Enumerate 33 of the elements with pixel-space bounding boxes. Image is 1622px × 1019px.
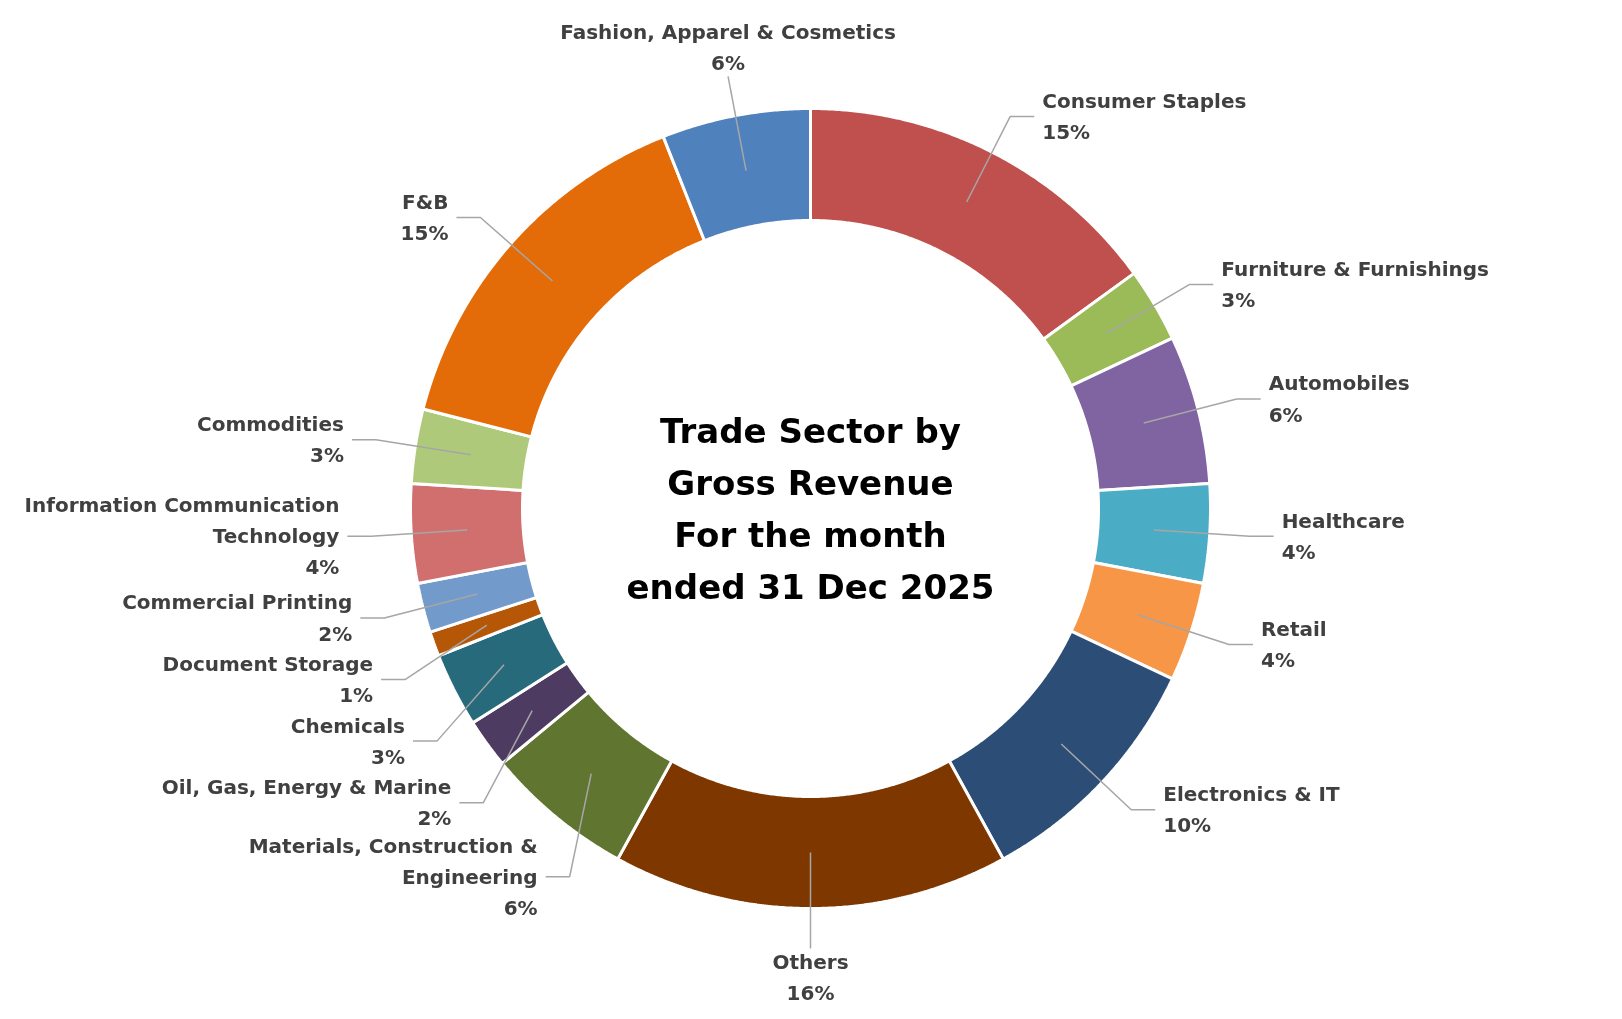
slice-label: Retail [1260,616,1327,641]
data-label: 6% [503,895,538,920]
data-label: 4% [305,555,340,580]
data-label: 16% [786,980,835,1005]
data-label: 1% [339,683,374,708]
slice-label: Consumer Staples [1042,88,1247,113]
data-label: 3% [371,744,406,769]
slice-label: Document Storage [162,651,374,676]
slice-label: Commodities [197,412,344,437]
text: Trade Sector by Gross Revenue For the month ended 31 Dec 2025 [626,410,995,607]
slice-label: Fashion, Apparel & Cosmetics [560,19,896,44]
data-label: 10% [1163,813,1212,838]
data-label: 2% [318,621,353,646]
data-label: 3% [1221,288,1256,313]
data-label: 6% [711,51,746,76]
data-label: 4% [1260,648,1295,673]
slice-label: Furniture & Furnishings [1221,256,1490,281]
slice-label: Information Communication Technology [24,492,340,549]
data-label: 3% [309,443,344,468]
data-label: 4% [1281,539,1316,564]
data-label: 2% [417,806,452,831]
data-label: 15% [1042,120,1091,145]
data-label: 15% [400,221,449,246]
slice-label: Commercial Printing [122,590,353,615]
slice-label: F&B [402,189,449,214]
slice-label: Electronics & IT [1163,782,1341,807]
slice-label: Chemicals [290,713,406,738]
slice-label: Materials, Construction & Engineering [248,833,538,889]
slice-label: Oil, Gas, Energy & Marine [161,775,452,800]
slice-label: Others [772,949,849,974]
slice-label: Healthcare [1281,508,1405,533]
data-label: 6% [1268,402,1303,427]
slice-label: Automobiles [1268,371,1410,396]
